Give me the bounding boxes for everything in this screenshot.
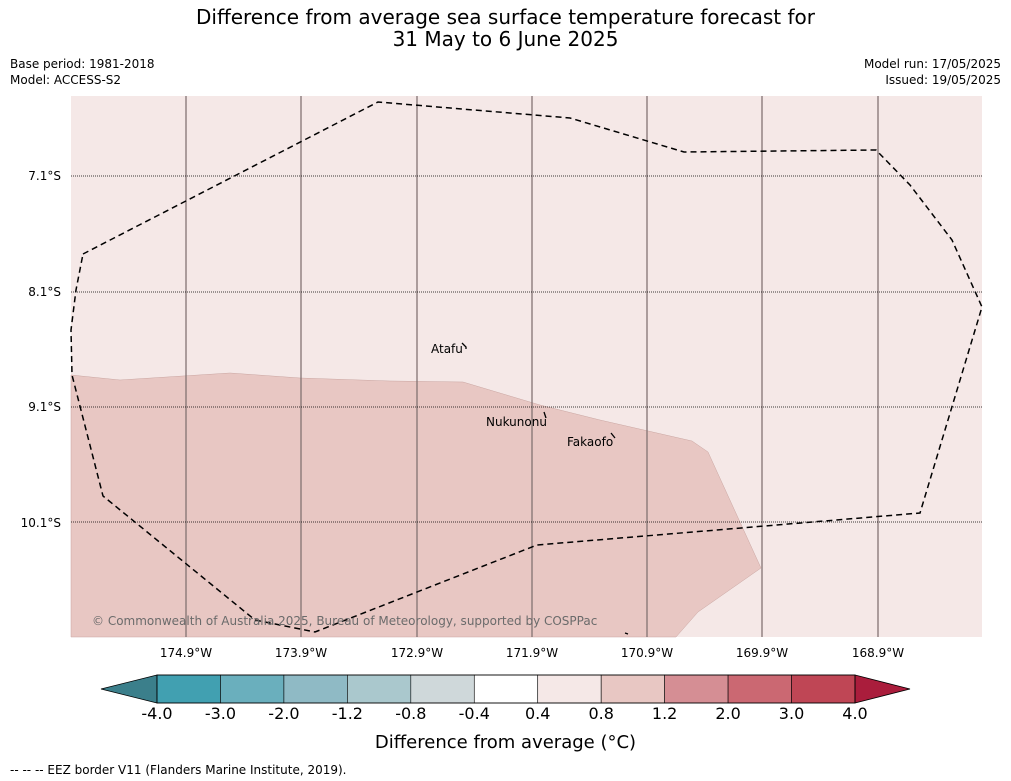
colorbar-segment [600, 674, 665, 704]
longitude-gridlines [185, 96, 879, 637]
lat-label-10-1: 10.1°S [20, 516, 61, 530]
lat-label-7-1: 7.1°S [28, 169, 61, 183]
colorbar-under-arrow [100, 674, 158, 704]
place-label-atafu: Atafu [431, 342, 463, 356]
colorbar-segment [537, 674, 602, 704]
model-text: Model: ACCESS-S2 [10, 73, 122, 87]
colorbar-tick-label: 1.2 [651, 704, 678, 723]
model-run-text: Model run: 17/05/2025 [863, 57, 1001, 71]
colorbar-over-arrow [854, 674, 911, 704]
colorbar-segment [727, 674, 792, 704]
islet-icon [624, 632, 629, 635]
lat-label-8-1: 8.1°S [28, 285, 61, 299]
title-line-2: 31 May to 6 June 2025 [392, 27, 619, 51]
lon-label-171-9: 171.9°W [505, 646, 559, 660]
copyright-notice: © Commonwealth of Australia 2025, Bureau… [92, 614, 598, 628]
lon-label-172-9: 172.9°W [390, 646, 444, 660]
colorbar-title: Difference from average (°C) [374, 732, 637, 753]
map-title: Difference from average sea surface temp… [0, 6, 1011, 50]
lon-label-174-9: 174.9°W [159, 646, 213, 660]
colorbar-tick-label: 2.0 [715, 704, 741, 723]
atafu-island-icon [461, 342, 467, 349]
colorbar-tick-label: -1.2 [331, 704, 363, 723]
meta-right: Model run: 17/05/2025 Issued: 19/05/2025 [864, 56, 1001, 88]
title-line-1: Difference from average sea surface temp… [195, 5, 815, 29]
lon-label-169-9: 169.9°W [735, 646, 789, 660]
colorbar-tick-label: -3.0 [204, 704, 237, 723]
place-label-fakaofo: Fakaofo [567, 435, 614, 449]
colorbar-segment [347, 674, 412, 704]
colorbar-tick-label: -2.0 [268, 704, 300, 723]
lat-label-9-1: 9.1°S [28, 400, 61, 414]
colorbar-tick-label: -0.8 [395, 704, 427, 723]
colorbar-segment [156, 674, 221, 704]
fakaofo-island-icon [610, 432, 616, 439]
colorbar-tick-label: 0.8 [588, 704, 614, 723]
colorbar-tick-label: 3.0 [778, 704, 805, 723]
eez-border [70, 101, 983, 633]
colorbar-segment [473, 674, 539, 704]
colorbar-frame [156, 674, 856, 704]
colorbar-tick-label: 4.0 [842, 704, 868, 723]
lon-label-170-9: 170.9°W [620, 646, 674, 660]
colorbar-segment [664, 674, 729, 704]
issued-text: Issued: 19/05/2025 [885, 73, 1001, 87]
colorbar-segment [220, 674, 285, 704]
island-marks [461, 342, 629, 635]
meta-left: Base period: 1981-2018 Model: ACCESS-S2 [10, 56, 155, 88]
place-label-nukunonu: Nukunonu [486, 415, 547, 429]
colorbar-tick-label: 0.4 [524, 704, 551, 723]
colorbar-segment [283, 674, 348, 704]
lon-label-168-9: 168.9°W [851, 646, 905, 660]
colorbar-segment [410, 674, 475, 704]
eez-legend-note: -- -- -- EEZ border V11 (Flanders Marine… [10, 763, 347, 777]
colorbar-tick-label: -0.4 [458, 704, 490, 723]
colorbar-segment [791, 674, 856, 704]
colorbar-tick-label: -4.0 [141, 704, 173, 723]
lon-label-173-9: 173.9°W [274, 646, 328, 660]
base-period-text: Base period: 1981-2018 [10, 57, 155, 71]
colorbar-segments [156, 674, 856, 704]
anomaly-region [70, 372, 762, 638]
nukunonu-island-icon [543, 411, 547, 419]
